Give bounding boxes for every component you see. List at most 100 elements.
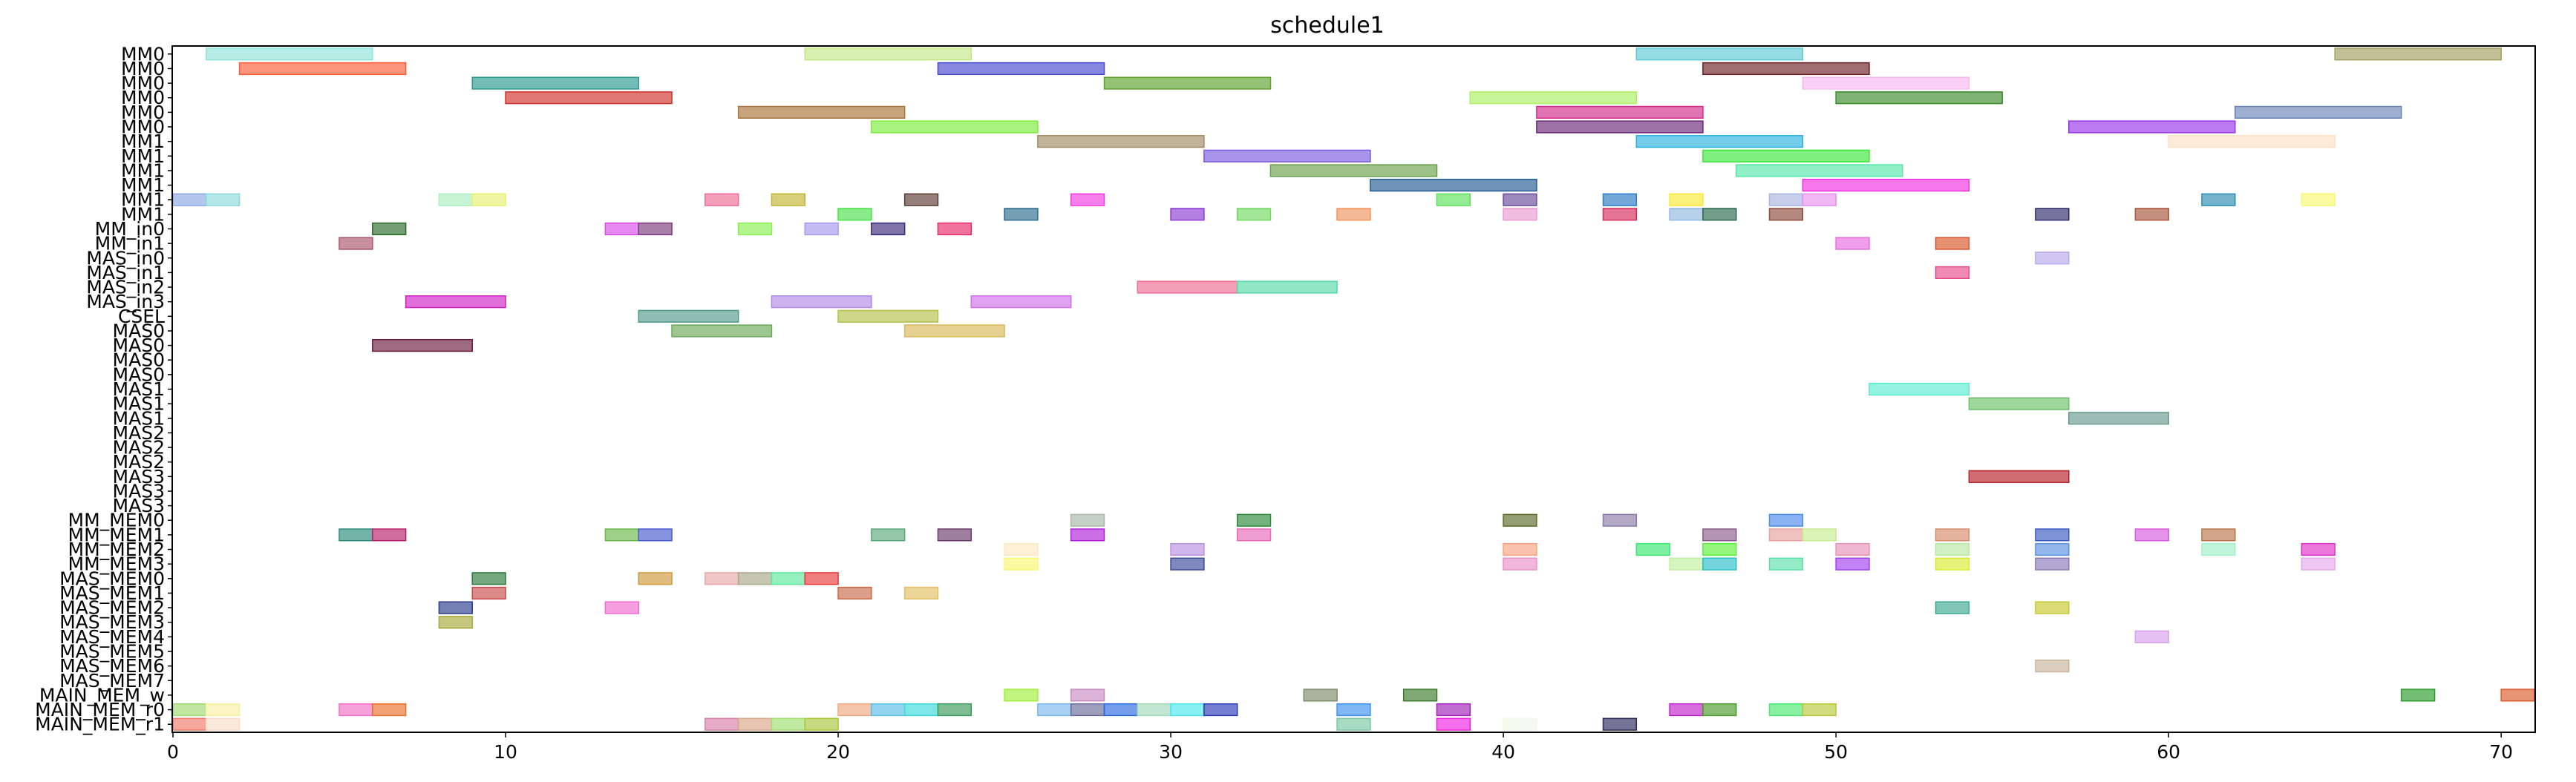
task-bar [737,105,906,119]
task-bar [1070,689,1105,702]
task-bar [604,222,639,236]
task-bar [1935,237,1970,250]
task-bar [903,703,939,717]
task-bar [1436,703,1471,717]
task-bar [2168,135,2335,148]
task-bar [471,572,506,585]
task-bar [2301,542,2335,556]
task-bar [837,208,872,221]
task-bar [1203,703,1238,717]
y-tick-label: MAS0 [113,349,165,371]
task-bar [804,47,972,61]
task-bar [1070,703,1105,717]
y-tick-label: MM0 [121,87,165,108]
y-tick-label: MAS1 [113,407,165,429]
y-tick-label: MM_MEM1 [68,524,165,545]
y-tick-label: MAS_MEM7 [59,670,165,691]
task-bar [1004,557,1039,571]
task-bar [1635,47,1804,61]
y-tick-label: MAS_MEM4 [59,626,165,648]
task-bar [638,309,739,323]
task-bar [2334,47,2502,61]
task-bar [737,222,773,236]
task-bar [1702,528,1737,542]
task-bar [1802,703,1837,717]
task-bar [238,62,407,76]
task-bar [471,76,639,90]
task-bars [172,47,2535,731]
task-bar [206,47,373,61]
y-tick-label: MAS2 [113,437,165,459]
task-bar [1935,266,1970,279]
task-bar [1303,689,1338,702]
task-bar [372,703,407,717]
task-bar [1503,513,1537,527]
y-tick-label: MM_MEM2 [68,539,165,560]
task-bar [771,717,806,731]
task-bar [1137,703,1171,717]
task-bar [1103,703,1139,717]
task-bar [1702,542,1737,556]
task-bar [737,717,773,731]
task-bar [771,295,872,309]
task-bar [1802,528,1837,542]
y-tick-label: MM1 [121,131,165,152]
task-bar [1802,193,1837,206]
x-tick-label: 60 [2157,741,2180,763]
task-bar [1236,208,1272,221]
x-tick-label: 20 [826,741,850,763]
task-bar [871,528,906,542]
task-bar [1768,208,1804,221]
task-bar [1370,178,1537,192]
y-tick-label: MAS_MEM3 [59,611,165,633]
task-bar [937,222,972,236]
task-bar [1103,76,1272,90]
task-bar [2068,412,2169,425]
y-tick-label: MAS_MEM6 [59,655,165,677]
x-axis: 0 10 20 30 40 50 60 70 [167,732,2513,763]
task-bar [172,717,207,731]
task-bar [2134,528,2169,542]
y-tick-label: MAS3 [113,480,165,502]
task-bar [2235,105,2402,119]
task-bar [1735,164,1903,177]
y-tick-label: MM1 [121,174,165,196]
x-tick-label: 40 [1491,741,1515,763]
task-bar [471,586,506,600]
task-bar [1170,557,1205,571]
task-bar [339,528,373,542]
task-bar [771,572,806,585]
task-bar [1436,717,1471,731]
x-tick-label: 50 [1824,741,1848,763]
y-tick-label: MAS_MEM2 [59,597,165,619]
y-tick-label: MAIN_MEM_w [39,684,165,706]
task-bar [2035,660,2070,673]
task-bar [1935,528,1970,542]
chart-title: schedule1 [1270,13,1385,39]
task-bar [438,616,473,629]
task-bar [1070,528,1105,542]
task-bar [1536,120,1704,134]
task-bar [1835,237,1870,250]
task-bar [405,295,506,309]
task-bar [1336,208,1371,221]
task-bar [438,601,473,614]
y-tick-label: MAS0 [113,364,165,385]
task-bar [871,222,906,236]
task-bar [2301,557,2335,571]
task-bar [2035,542,2070,556]
task-bar [1702,703,1737,717]
task-bar [1968,470,2070,483]
task-bar [1004,542,1039,556]
y-tick-label: MM_MEM0 [68,510,165,531]
task-bar [2201,528,2236,542]
y-tick-label: MAS2 [113,451,165,473]
task-bar [1602,193,1638,206]
task-bar [1503,542,1537,556]
task-bar [1436,193,1471,206]
task-bar [1269,164,1438,177]
task-bar [604,528,639,542]
task-bar [2035,208,2070,221]
y-tick-label: MAS_in1 [86,262,165,283]
